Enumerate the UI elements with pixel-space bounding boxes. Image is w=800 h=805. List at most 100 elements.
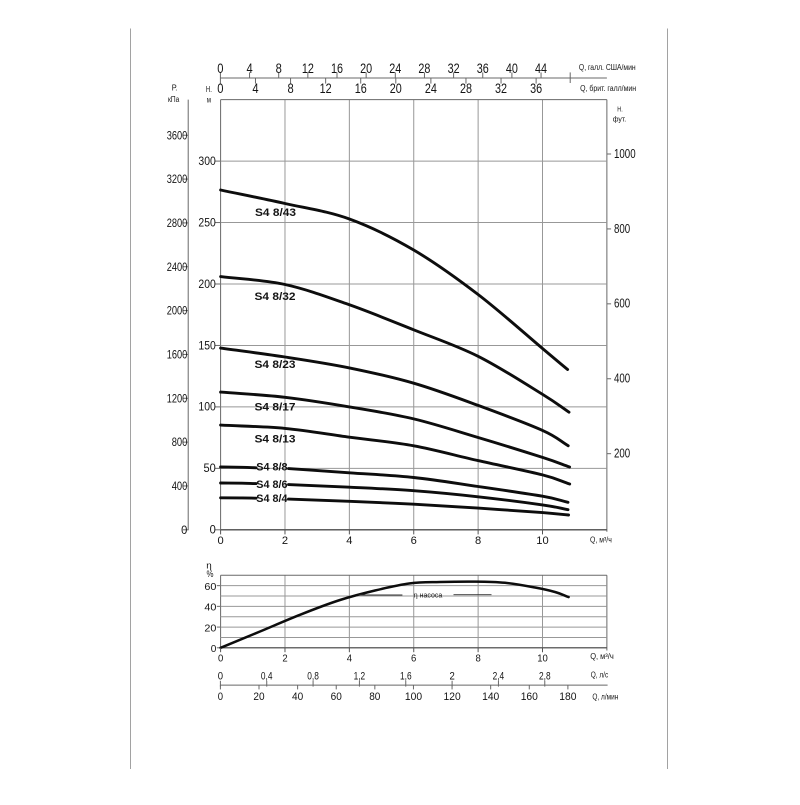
svg-text:40: 40 — [204, 603, 216, 614]
svg-text:6: 6 — [411, 653, 416, 665]
svg-text:200: 200 — [614, 447, 630, 461]
svg-text:2,8: 2,8 — [539, 670, 551, 682]
svg-text:0: 0 — [218, 691, 223, 703]
svg-text:1600: 1600 — [167, 348, 188, 362]
svg-text:0: 0 — [217, 81, 223, 97]
svg-text:24: 24 — [389, 61, 401, 77]
svg-text:36: 36 — [530, 81, 542, 97]
svg-text:2: 2 — [282, 535, 288, 547]
svg-text:3200: 3200 — [167, 172, 188, 186]
svg-text:600: 600 — [614, 297, 630, 311]
svg-text:0: 0 — [211, 644, 217, 655]
svg-text:Q, м³/ч: Q, м³/ч — [590, 652, 614, 661]
svg-text:S4 8/23: S4 8/23 — [255, 359, 296, 371]
svg-text:м: м — [207, 96, 211, 105]
svg-text:Q, л/с: Q, л/с — [591, 671, 609, 680]
svg-text:4: 4 — [346, 535, 352, 547]
svg-text:η: η — [206, 561, 212, 571]
svg-text:S4 8/8: S4 8/8 — [256, 462, 287, 474]
svg-text:Н.: Н. — [206, 85, 212, 94]
svg-text:8: 8 — [475, 653, 480, 665]
svg-text:Q, брит. галл/мин: Q, брит. галл/мин — [580, 84, 636, 93]
svg-text:2000: 2000 — [167, 304, 188, 318]
svg-text:20: 20 — [204, 623, 216, 634]
svg-text:0: 0 — [210, 523, 216, 537]
svg-text:40: 40 — [506, 61, 518, 77]
svg-text:400: 400 — [614, 372, 630, 386]
svg-text:140: 140 — [482, 691, 499, 703]
svg-text:20: 20 — [360, 61, 372, 77]
svg-text:1,2: 1,2 — [354, 670, 366, 682]
svg-text:0,8: 0,8 — [307, 670, 319, 682]
svg-text:Н.: Н. — [617, 105, 622, 114]
svg-text:Q, м³/ч: Q, м³/ч — [590, 535, 612, 544]
svg-text:6: 6 — [411, 535, 417, 547]
svg-text:S4 8/6: S4 8/6 — [256, 479, 287, 491]
svg-text:8: 8 — [475, 535, 481, 547]
svg-text:8: 8 — [276, 61, 282, 77]
svg-text:28: 28 — [460, 81, 472, 97]
svg-text:16: 16 — [355, 81, 367, 97]
svg-text:0: 0 — [217, 61, 223, 77]
svg-text:80: 80 — [369, 691, 380, 703]
svg-text:32: 32 — [495, 81, 507, 97]
svg-text:150: 150 — [198, 338, 216, 352]
svg-text:250: 250 — [198, 215, 216, 229]
svg-text:кПа: кПа — [168, 95, 180, 104]
svg-text:200: 200 — [198, 277, 216, 291]
svg-text:0: 0 — [218, 653, 223, 665]
svg-text:S4 8/4: S4 8/4 — [256, 493, 288, 505]
svg-text:20: 20 — [390, 81, 402, 97]
svg-text:η насоса: η насоса — [414, 590, 443, 599]
svg-text:60: 60 — [331, 691, 342, 703]
svg-text:4: 4 — [247, 61, 253, 77]
svg-text:36: 36 — [477, 61, 489, 77]
svg-text:28: 28 — [418, 61, 430, 77]
svg-text:10: 10 — [537, 653, 548, 665]
svg-text:100: 100 — [405, 691, 422, 703]
svg-text:фут.: фут. — [613, 115, 627, 124]
svg-text:2: 2 — [282, 653, 287, 665]
svg-text:2800: 2800 — [167, 216, 188, 230]
svg-text:400: 400 — [172, 479, 188, 493]
svg-text:S4 8/13: S4 8/13 — [255, 434, 296, 446]
svg-text:3600: 3600 — [167, 128, 188, 142]
svg-text:16: 16 — [331, 61, 343, 77]
svg-text:1000: 1000 — [614, 147, 636, 161]
svg-text:44: 44 — [535, 61, 547, 77]
svg-text:Q, галл. США/мин: Q, галл. США/мин — [579, 63, 636, 72]
svg-text:160: 160 — [521, 691, 538, 703]
svg-text:1,6: 1,6 — [400, 670, 412, 682]
svg-text:S4 8/32: S4 8/32 — [255, 291, 296, 303]
svg-text:0,4: 0,4 — [261, 670, 273, 682]
svg-text:4: 4 — [252, 81, 258, 97]
svg-text:%: % — [207, 569, 214, 579]
svg-text:60: 60 — [204, 582, 216, 593]
svg-text:1200: 1200 — [167, 391, 188, 405]
svg-text:S4 8/17: S4 8/17 — [255, 402, 296, 414]
svg-text:800: 800 — [172, 435, 188, 449]
svg-text:800: 800 — [614, 222, 630, 236]
svg-text:Q, л/мин: Q, л/мин — [592, 693, 618, 702]
svg-text:300: 300 — [198, 154, 216, 168]
svg-text:120: 120 — [444, 691, 461, 703]
svg-text:Р.: Р. — [172, 84, 178, 93]
svg-text:2: 2 — [449, 670, 454, 682]
svg-text:32: 32 — [448, 61, 460, 77]
svg-text:180: 180 — [559, 691, 576, 703]
svg-text:12: 12 — [302, 61, 314, 77]
svg-text:S4 8/43: S4 8/43 — [255, 207, 296, 219]
svg-text:4: 4 — [347, 653, 352, 665]
svg-text:0: 0 — [181, 523, 187, 537]
svg-text:0: 0 — [218, 670, 223, 682]
svg-text:2,4: 2,4 — [493, 670, 505, 682]
svg-text:12: 12 — [320, 81, 332, 97]
svg-text:8: 8 — [288, 81, 294, 97]
svg-text:24: 24 — [425, 81, 437, 97]
svg-text:0: 0 — [218, 535, 224, 547]
svg-text:50: 50 — [204, 461, 217, 475]
svg-text:100: 100 — [198, 400, 216, 414]
svg-text:2400: 2400 — [167, 260, 188, 274]
svg-text:20: 20 — [253, 691, 264, 703]
svg-text:10: 10 — [536, 535, 548, 547]
